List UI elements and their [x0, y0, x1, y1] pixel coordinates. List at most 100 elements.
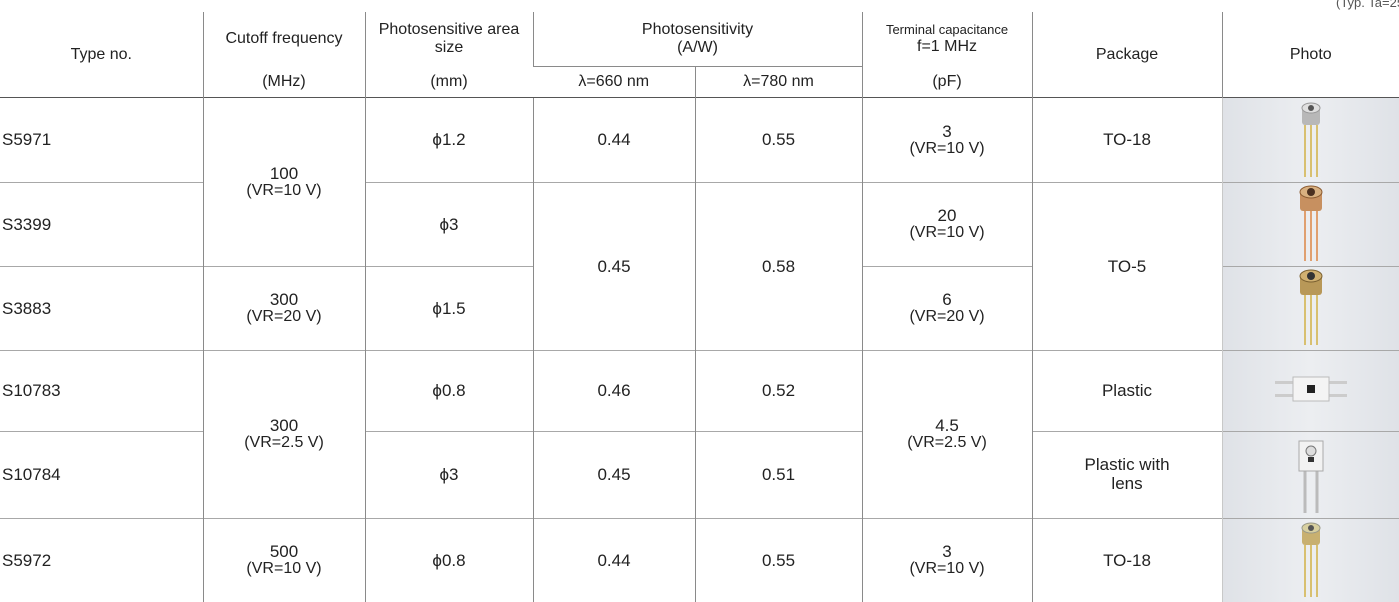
rect-shape [1307, 385, 1315, 393]
package-cell: TO-18 [1032, 98, 1222, 183]
header-text: Type no. [71, 46, 132, 63]
value: 4.5 [863, 417, 1032, 434]
photo-to5 [1291, 267, 1331, 345]
header-cell: Cutoff frequency(MHz) [203, 12, 365, 98]
type-cell: S3399 [0, 183, 203, 267]
spec-table: Type no. Cutoff frequency(MHz) Photosens… [0, 12, 1399, 602]
capacitance-cell: 3(VR=10 V) [862, 519, 1032, 602]
photo-cell [1222, 183, 1399, 267]
div-shape: Photosensitive area size(mm) [366, 12, 533, 97]
sensitivity-cell: 0.45 [533, 432, 695, 519]
photo-to18 [1291, 99, 1331, 177]
type-cell: S5972 [0, 519, 203, 602]
table-header: Type no. Cutoff frequency(MHz) Photosens… [0, 12, 1399, 98]
header-condition: f=1 MHz [917, 38, 977, 56]
condition: (VR=10 V) [204, 560, 365, 578]
area-cell: ϕ3 [365, 432, 533, 519]
photo-to5 [1291, 183, 1331, 261]
value: 6 [863, 291, 1032, 308]
note: (Typ. Ta=25 °C) [1336, 0, 1399, 10]
capacitance-cell: 3(VR=10 V) [862, 98, 1032, 183]
condition: (VR=10 V) [204, 182, 365, 200]
sensitivity-cell: 0.52 [695, 351, 862, 432]
header-row: Type no. Cutoff frequency(MHz) Photosens… [0, 12, 1399, 67]
header-unit: (pF) [863, 66, 1032, 97]
rect-shape [1275, 381, 1293, 384]
photo-to18 [1291, 519, 1331, 597]
package-cell: TO-5 [1032, 183, 1222, 351]
header-cell: Package [1032, 12, 1222, 98]
header-cell: Photo [1222, 12, 1399, 98]
row: S5971 100(VR=10 V) ϕ1.2 0.44 0.55 3(VR=1… [0, 98, 1399, 183]
row: S10783 300(VR=2.5 V) ϕ0.8 0.46 0.52 4.5(… [0, 351, 1399, 432]
circle-shape [1306, 446, 1316, 456]
header-unit: (MHz) [204, 66, 365, 97]
value: 500 [204, 543, 365, 560]
condition: (VR=2.5 V) [863, 434, 1032, 452]
row: S5972 500(VR=10 V) ϕ0.8 0.44 0.55 3(VR=1… [0, 519, 1399, 602]
capacitance-cell: 20(VR=10 V) [862, 183, 1032, 267]
circle-shape [1308, 105, 1314, 111]
header-unit: (A/W) [534, 39, 862, 57]
condition: (VR=20 V) [863, 308, 1032, 326]
sensitivity-cell: 0.55 [695, 519, 862, 602]
condition: (VR=2.5 V) [204, 434, 365, 452]
header-cell: Photosensitivity(A/W) [533, 12, 862, 67]
package-cell: TO-18 [1032, 519, 1222, 602]
sensitivity-cell: 0.46 [533, 351, 695, 432]
type-cell: S10784 [0, 432, 203, 519]
sensitivity-cell: 0.55 [695, 98, 862, 183]
condition: (VR=20 V) [204, 308, 365, 326]
cutoff-cell: 300(VR=20 V) [203, 267, 365, 351]
package-text: Plastic with lens [1082, 456, 1172, 493]
value: 100 [204, 165, 365, 182]
sensitivity-cell: 0.58 [695, 183, 862, 351]
circle-shape [1308, 525, 1314, 531]
header-cell: λ=780 nm [695, 67, 862, 98]
value: 3 [863, 543, 1032, 560]
area-cell: ϕ0.8 [365, 351, 533, 432]
cutoff-cell: 500(VR=10 V) [203, 519, 365, 602]
type-cell: S10783 [0, 351, 203, 432]
sensitivity-cell: 0.44 [533, 519, 695, 602]
photo-cell [1222, 432, 1399, 519]
area-cell: ϕ1.5 [365, 267, 533, 351]
header-text: Photosensitivity [534, 21, 862, 39]
area-cell: ϕ0.8 [365, 519, 533, 602]
sensitivity-cell: 0.51 [695, 432, 862, 519]
rect-shape [1275, 394, 1293, 397]
photo-plastic [1271, 369, 1351, 409]
header-text: Photosensitive area size [366, 12, 533, 66]
package-cell: Plastic [1032, 351, 1222, 432]
header-text: Cutoff frequency [204, 12, 365, 66]
header-text: Photo [1290, 46, 1332, 63]
photo-cell [1222, 267, 1399, 351]
area-cell: ϕ1.2 [365, 98, 533, 183]
area-cell: ϕ3 [365, 183, 533, 267]
value: 20 [863, 207, 1032, 224]
rect-shape [1329, 394, 1347, 397]
header-text: Package [1096, 46, 1158, 63]
div-shape: Cutoff frequency(MHz) [204, 12, 365, 97]
type-cell: S3883 [0, 267, 203, 351]
capacitance-cell: 4.5(VR=2.5 V) [862, 351, 1032, 519]
sensitivity-cell: 0.45 [533, 183, 695, 351]
header-cell: Type no. [0, 12, 203, 98]
capacitance-cell: 6(VR=20 V) [862, 267, 1032, 351]
value: 3 [863, 123, 1032, 140]
header-cell: Photosensitive area size(mm) [365, 12, 533, 98]
value: 300 [204, 291, 365, 308]
sensitivity-cell: 0.44 [533, 98, 695, 183]
condition: (VR=10 V) [863, 224, 1032, 242]
value: 300 [204, 417, 365, 434]
package-cell: Plastic with lens [1032, 432, 1222, 519]
circle-shape [1307, 188, 1315, 196]
circle-shape [1307, 272, 1315, 280]
div-shape: Photosensitivity(A/W) [534, 21, 862, 56]
condition: (VR=10 V) [863, 140, 1032, 158]
